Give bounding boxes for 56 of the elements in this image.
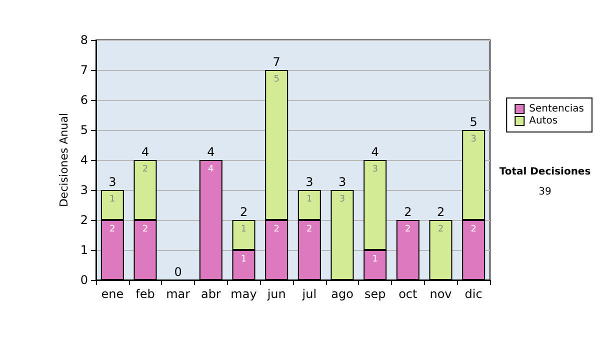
data-label: 2 [470,224,476,234]
data-label: 5 [274,74,280,84]
data-label: 3 [372,164,378,174]
total-label: 3 [306,175,314,189]
total-label: 2 [240,205,248,219]
total-label: 0 [174,265,182,279]
total-label: 3 [338,175,346,189]
y-tick-label: 0 [80,273,88,287]
x-tick-label: ene [101,287,124,301]
data-label: 1 [372,254,378,264]
x-tick-label: nov [430,287,452,301]
total-label: 4 [371,145,379,159]
y-axis-title: Decisiones Anual [57,112,70,208]
x-tick-label: feb [136,287,155,301]
data-label: 2 [306,224,312,234]
x-tick-label: oct [398,287,418,301]
text: Total Decisiones [499,166,591,178]
total-label: 2 [404,205,412,219]
text: 39 [538,186,552,198]
data-label: 2 [110,224,116,234]
data-label: 2 [405,224,411,234]
y-tick-label: 3 [80,183,88,197]
y-tick-label: 7 [80,63,88,77]
data-label: 3 [339,194,346,204]
legend-label: Sentencias [529,104,584,114]
x-tick-label: mar [166,287,190,301]
total-label: 3 [108,175,116,189]
y-tick-label: 6 [80,93,88,107]
x-tick-label: sep [364,287,386,301]
legend-label: Autos [529,116,558,126]
data-label: 1 [240,254,247,264]
y-tick-label: 2 [80,213,88,227]
data-label: 1 [110,194,116,204]
data-label: 4 [208,164,214,174]
y-tick-label: 4 [80,153,88,167]
data-label: 2 [274,224,280,234]
x-tick-label: jun [266,287,286,301]
total-label: 7 [272,55,280,69]
data-label: 3 [470,134,476,144]
x-tick-label: jul [301,287,317,301]
data-label: 1 [240,224,247,234]
total-label: 4 [141,145,150,159]
total-label: 4 [207,145,215,159]
y-tick-label: 1 [80,243,88,257]
data-label: 1 [306,194,312,204]
x-tick-label: ago [331,287,354,301]
total-label: 2 [436,205,445,219]
y-tick-label: 8 [80,33,88,47]
data-label: 2 [142,224,148,234]
total-label: 5 [470,115,478,129]
x-tick-label: dic [464,287,482,301]
y-tick-label: 5 [80,123,88,137]
data-label: 2 [142,164,148,174]
x-tick-label: abr [200,287,221,301]
data-label: 2 [438,224,444,234]
x-tick-label: may [230,287,257,301]
